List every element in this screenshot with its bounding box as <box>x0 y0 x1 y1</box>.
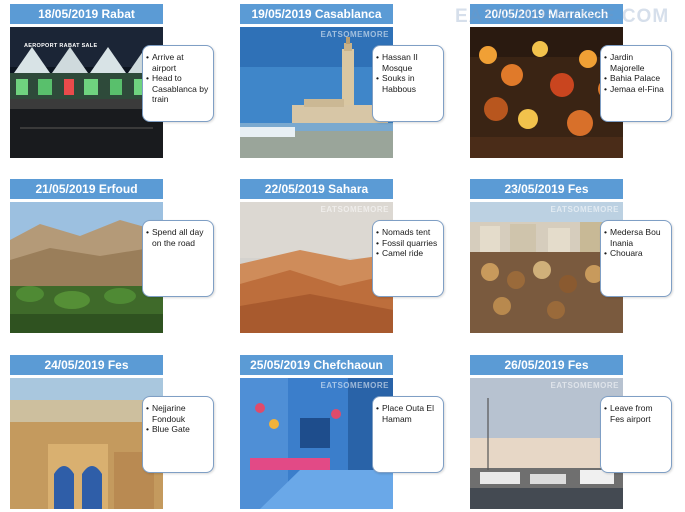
photo-erfoud-valley <box>10 202 163 333</box>
card-title: 20/05/2019 Marrakech <box>470 4 623 24</box>
card-title: 26/05/2019 Fes <box>470 355 623 375</box>
card-sahara: 22/05/2019 Sahara EATSOMEMORE Nomads ten… <box>240 179 444 333</box>
note-callout: Leave from Fes airport <box>600 396 672 473</box>
photo-hassan-mosque: EATSOMEMORE <box>240 27 393 158</box>
note-item: Nejjarine Fondouk <box>146 403 210 424</box>
note-item: Hassan II Mosque <box>376 52 440 73</box>
photo-chefchaouen-street: EATSOMEMORE <box>240 378 393 509</box>
card-fes-1: 23/05/2019 Fes EATSOMEMORE Medersa Bou I… <box>470 179 672 333</box>
note-item: Souks in Habbous <box>376 73 440 94</box>
note-callout: Medersa Bou InaniaChouara <box>600 220 672 297</box>
photo-watermark: EATSOMEMORE <box>550 381 619 390</box>
card-title: 25/05/2019 Chefchaoun <box>240 355 393 375</box>
note-item: Head to Casablanca by train <box>146 73 210 105</box>
note-callout: Place Outa El Hamam <box>372 396 444 473</box>
photo-watermark: EATSOMEMORE <box>320 205 389 214</box>
note-callout: Jardin MajorelleBahia PalaceJemaa el-Fin… <box>600 45 672 122</box>
photo-blue-gate <box>10 378 163 509</box>
card-chefchaoun: 25/05/2019 Chefchaoun EATSOMEMORE Place … <box>240 355 444 509</box>
card-fes-3: 26/05/2019 Fes EATSOMEMORE Leave from Fe… <box>470 355 672 509</box>
note-item: Camel ride <box>376 248 440 259</box>
card-marrakech: 20/05/2019 Marrakech Jardin MajorelleBah… <box>470 4 672 158</box>
note-item: Jardin Majorelle <box>604 52 668 73</box>
note-item: Arrive at airport <box>146 52 210 73</box>
card-title: 23/05/2019 Fes <box>470 179 623 199</box>
note-item: Chouara <box>604 248 668 259</box>
card-title: 19/05/2019 Casablanca <box>240 4 393 24</box>
note-item: Medersa Bou Inania <box>604 227 668 248</box>
photo-rabat-airport: AEROPORT RABAT SALE <box>10 27 163 158</box>
note-callout: Nejjarine FondoukBlue Gate <box>142 396 214 473</box>
photo-watermark: EATSOMEMORE <box>320 30 389 39</box>
photo-chouara-tannery: EATSOMEMORE <box>470 202 623 333</box>
card-title: 18/05/2019 Rabat <box>10 4 163 24</box>
photo-sign: AEROPORT RABAT SALE <box>24 43 98 49</box>
note-item: Leave from Fes airport <box>604 403 668 424</box>
photo-watermark: EATSOMEMORE <box>320 381 389 390</box>
photo-fes-airport: EATSOMEMORE <box>470 378 623 509</box>
note-item: Place Outa El Hamam <box>376 403 440 424</box>
card-title: 24/05/2019 Fes <box>10 355 163 375</box>
note-callout: Spend all day on the road <box>142 220 214 297</box>
photo-lantern-souk <box>470 27 623 158</box>
card-erfoud: 21/05/2019 Erfoud Spend all day on the r… <box>10 179 214 333</box>
card-title: 21/05/2019 Erfoud <box>10 179 163 199</box>
note-callout: Arrive at airportHead to Casablanca by t… <box>142 45 214 122</box>
note-callout: Hassan II MosqueSouks in Habbous <box>372 45 444 122</box>
card-rabat: 18/05/2019 Rabat AEROPORT RABAT SALE Arr… <box>10 4 214 158</box>
note-item: Fossil quarries <box>376 238 440 249</box>
note-callout: Nomads tentFossil quarriesCamel ride <box>372 220 444 297</box>
photo-watermark: EATSOMEMORE <box>550 205 619 214</box>
card-title: 22/05/2019 Sahara <box>240 179 393 199</box>
card-fes-2: 24/05/2019 Fes Nejjarine FondoukBlue Gat… <box>10 355 214 509</box>
note-item: Jemaa el-Fina <box>604 84 668 95</box>
card-casablanca: 19/05/2019 Casablanca EATSOMEMORE Hassan… <box>240 4 444 158</box>
note-item: Spend all day on the road <box>146 227 210 248</box>
photo-sahara-dunes: EATSOMEMORE <box>240 202 393 333</box>
note-item: Nomads tent <box>376 227 440 238</box>
note-item: Blue Gate <box>146 424 210 435</box>
note-item: Bahia Palace <box>604 73 668 84</box>
